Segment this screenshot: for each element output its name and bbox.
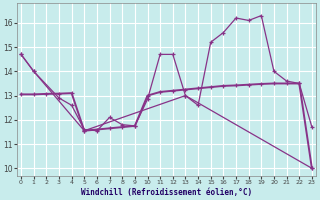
X-axis label: Windchill (Refroidissement éolien,°C): Windchill (Refroidissement éolien,°C) <box>81 188 252 197</box>
